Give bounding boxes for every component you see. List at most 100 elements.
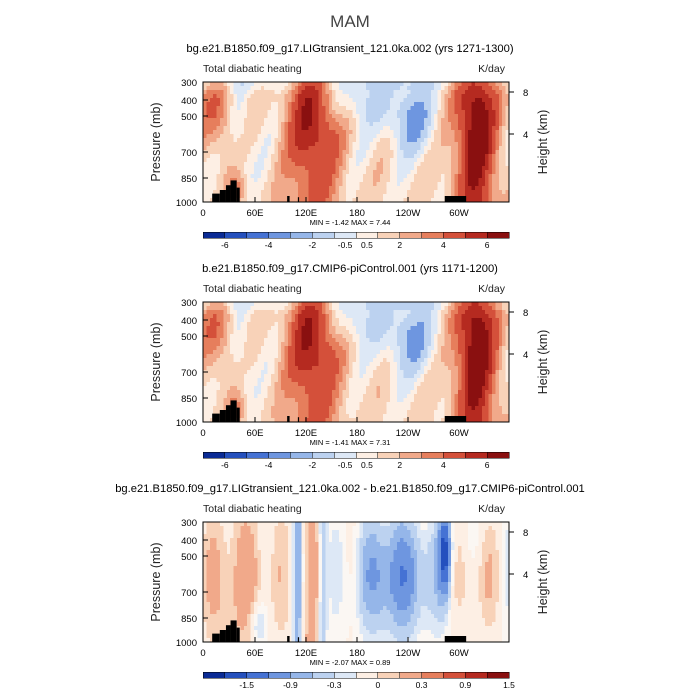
heatmap-cell xyxy=(342,154,347,159)
heatmap-cell xyxy=(386,94,391,99)
heatmap-cell xyxy=(260,154,265,159)
heatmap-cell xyxy=(233,358,238,363)
heatmap-cell xyxy=(277,98,282,103)
heatmap-cell xyxy=(254,82,258,87)
heatmap-cell xyxy=(458,394,462,399)
heatmap-cell xyxy=(277,366,282,371)
heatmap-cell xyxy=(352,106,357,111)
heatmap-cell xyxy=(390,310,394,315)
heatmap-cell xyxy=(413,190,418,195)
heatmap-cell xyxy=(444,82,449,87)
heatmap-cell xyxy=(379,190,384,195)
heatmap-cell xyxy=(505,98,510,103)
heatmap-cell xyxy=(315,334,320,339)
heatmap-cell xyxy=(284,186,289,191)
heatmap-cell xyxy=(260,150,265,155)
heatmap-cell xyxy=(420,134,425,139)
heatmap-cell xyxy=(291,134,296,139)
heatmap-cell xyxy=(427,118,432,123)
heatmap-cell xyxy=(349,314,354,319)
heatmap-cell xyxy=(373,138,377,143)
heatmap-cell xyxy=(424,150,428,155)
heatmap-cell xyxy=(203,134,207,139)
heatmap-cell xyxy=(335,190,340,195)
heatmap-cell xyxy=(260,106,265,111)
heatmap-cell xyxy=(481,170,486,175)
heatmap-cell xyxy=(434,338,439,343)
heatmap-cell xyxy=(417,102,422,107)
heatmap-cell xyxy=(328,350,333,355)
heatmap-cell xyxy=(400,374,405,379)
heatmap-cell xyxy=(264,198,269,203)
heatmap-cell xyxy=(345,114,350,119)
heatmap-cell xyxy=(485,182,490,187)
heatmap-cell xyxy=(502,146,507,151)
heatmap-cell xyxy=(481,318,486,323)
colorbar-label: 2 xyxy=(397,240,402,250)
heatmap-cell xyxy=(250,106,255,111)
heatmap-cell xyxy=(441,390,445,395)
heatmap-cell xyxy=(393,386,398,391)
heatmap-cell xyxy=(396,358,401,363)
heatmap-cell xyxy=(393,382,398,387)
heatmap-cell xyxy=(498,82,503,87)
heatmap-cell xyxy=(495,186,500,191)
heatmap-cell xyxy=(203,138,207,143)
heatmap-cell xyxy=(505,158,510,163)
heatmap-cell xyxy=(478,306,483,311)
heatmap-cell xyxy=(291,90,296,95)
heatmap-cell xyxy=(458,390,462,395)
heatmap-cell xyxy=(206,154,211,159)
heatmap-cell xyxy=(434,186,439,191)
heatmap-cell xyxy=(488,330,493,335)
heatmap-cell xyxy=(226,338,231,343)
heatmap-cell xyxy=(257,162,262,167)
heatmap-cell xyxy=(471,170,476,175)
heatmap-cell xyxy=(386,398,391,403)
heatmap-cell xyxy=(230,94,235,99)
heatmap-cell xyxy=(437,102,442,107)
heatmap-cell xyxy=(240,94,245,99)
heatmap-cell xyxy=(373,342,377,347)
heatmap-cell xyxy=(209,142,214,147)
heatmap-cell xyxy=(430,194,435,199)
heatmap-cell xyxy=(481,182,486,187)
heatmap-cell xyxy=(342,118,347,123)
heatmap-cell xyxy=(461,170,466,175)
heatmap-cell xyxy=(257,134,262,139)
heatmap-cell xyxy=(271,342,275,347)
heatmap-cell xyxy=(505,82,510,87)
heatmap-cell xyxy=(250,182,255,187)
heatmap-cell xyxy=(308,174,313,179)
heatmap-cell xyxy=(325,102,330,107)
heatmap-cell xyxy=(264,162,269,167)
heatmap-cell xyxy=(301,338,306,343)
heatmap-cell xyxy=(284,110,289,115)
heatmap-cell xyxy=(475,186,479,191)
heatmap-cell xyxy=(417,310,422,315)
heatmap-cell xyxy=(413,170,418,175)
heatmap-cell xyxy=(400,138,405,143)
heatmap-cell xyxy=(243,154,248,159)
heatmap-cell xyxy=(322,134,326,139)
heatmap-cell xyxy=(485,166,490,171)
heatmap-cell xyxy=(458,150,462,155)
heatmap-cell xyxy=(322,362,326,367)
heatmap-cell xyxy=(475,114,479,119)
heatmap-cell xyxy=(349,94,354,99)
heatmap-cell xyxy=(410,82,415,87)
heatmap-cell xyxy=(308,382,313,387)
heatmap-cell xyxy=(427,178,432,183)
heatmap-cell xyxy=(461,326,466,331)
heatmap-cell xyxy=(386,154,391,159)
heatmap-cell xyxy=(260,158,265,163)
heatmap-cell xyxy=(226,310,231,315)
heatmap-cell xyxy=(291,326,296,331)
heatmap-cell xyxy=(308,366,313,371)
heatmap-cell xyxy=(267,338,272,343)
heatmap-cell xyxy=(376,370,381,375)
heatmap-cell xyxy=(315,98,320,103)
heatmap-cell xyxy=(359,178,364,183)
heatmap-cell xyxy=(356,158,360,163)
heatmap-cell xyxy=(318,330,323,335)
